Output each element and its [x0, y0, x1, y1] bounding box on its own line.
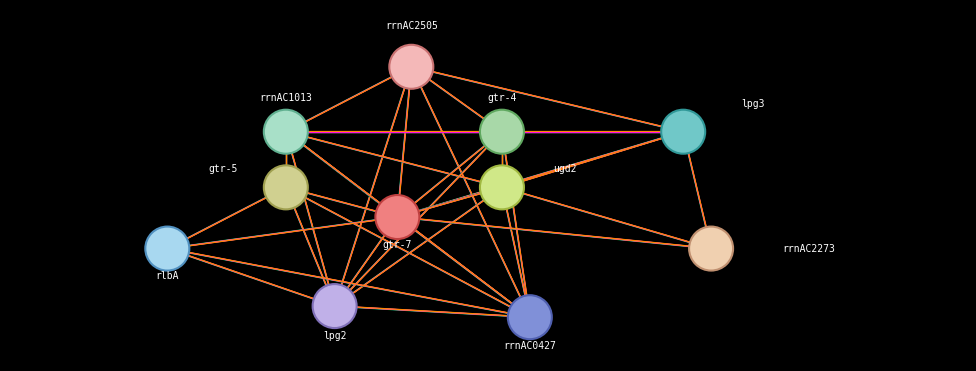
Text: lpg2: lpg2: [323, 331, 346, 341]
Ellipse shape: [312, 284, 356, 328]
Ellipse shape: [145, 227, 189, 270]
Text: rrnAC2505: rrnAC2505: [385, 21, 438, 31]
Text: rrnAC2273: rrnAC2273: [782, 244, 835, 253]
Text: gtr-5: gtr-5: [209, 164, 238, 174]
Text: lpg3: lpg3: [741, 99, 764, 109]
Text: rrnAC1013: rrnAC1013: [260, 93, 312, 103]
Ellipse shape: [661, 110, 706, 154]
Ellipse shape: [264, 110, 307, 154]
Ellipse shape: [376, 195, 420, 239]
Ellipse shape: [480, 110, 524, 154]
Text: gtr-7: gtr-7: [383, 240, 412, 250]
Ellipse shape: [689, 227, 733, 270]
Text: gtr-4: gtr-4: [487, 93, 516, 103]
Text: rlbA: rlbA: [155, 272, 179, 281]
Text: rrnAC0427: rrnAC0427: [504, 341, 556, 351]
Ellipse shape: [508, 295, 551, 339]
Ellipse shape: [264, 165, 307, 209]
Ellipse shape: [480, 165, 524, 209]
Text: ugd2: ugd2: [553, 164, 577, 174]
Ellipse shape: [389, 45, 433, 89]
